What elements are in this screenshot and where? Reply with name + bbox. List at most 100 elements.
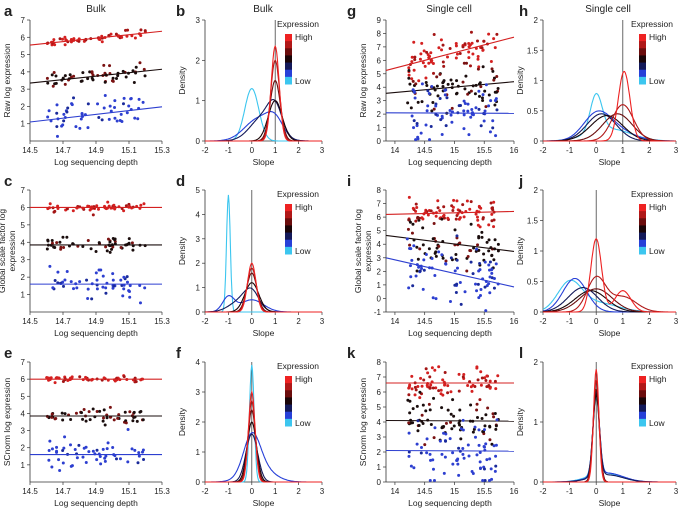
data-point xyxy=(94,250,98,254)
data-point xyxy=(113,99,117,103)
data-point xyxy=(459,437,463,441)
x-tick-label: 15.3 xyxy=(154,317,170,326)
data-point xyxy=(454,252,458,256)
data-point xyxy=(422,268,426,272)
data-point xyxy=(60,411,64,415)
data-point xyxy=(476,55,480,59)
y-tick-label: 4 xyxy=(377,240,382,249)
data-point xyxy=(70,103,74,107)
expression-legend: Expression High Low xyxy=(277,189,319,256)
data-point xyxy=(434,104,438,108)
data-point xyxy=(134,65,138,69)
legend-title: Expression xyxy=(631,189,673,199)
x-tick-label: 16 xyxy=(510,146,519,155)
data-point xyxy=(467,50,471,54)
data-point xyxy=(475,39,479,43)
legend-swatch xyxy=(285,418,292,427)
data-point xyxy=(490,442,494,446)
x-tick-label: -1 xyxy=(225,487,233,496)
data-point xyxy=(72,74,76,78)
data-point xyxy=(449,390,453,394)
y-tick-label: 7 xyxy=(377,43,382,52)
data-point xyxy=(455,458,459,462)
density-curve xyxy=(543,394,676,483)
x-tick-label: 15 xyxy=(450,317,459,326)
x-tick-label: 14.9 xyxy=(88,487,104,496)
data-point xyxy=(410,114,414,118)
y-tick-label: 2 xyxy=(534,16,539,25)
data-point xyxy=(111,286,115,290)
data-point xyxy=(82,407,86,411)
data-point xyxy=(428,408,432,412)
data-point xyxy=(466,384,470,388)
data-point xyxy=(463,290,467,294)
data-point xyxy=(491,126,495,130)
data-point xyxy=(63,35,67,39)
data-point xyxy=(470,389,474,393)
data-point xyxy=(440,406,444,410)
y-tick-label: 5 xyxy=(21,221,26,230)
data-point xyxy=(474,282,478,286)
data-point xyxy=(59,245,63,249)
y-tick-label: 6 xyxy=(377,213,382,222)
data-point xyxy=(446,391,450,395)
data-point xyxy=(111,272,115,276)
x-tick-label: 1 xyxy=(621,317,626,326)
y-axis-label: SCnorm log expression xyxy=(358,378,368,467)
legend-swatch xyxy=(639,41,646,49)
data-point xyxy=(50,241,54,245)
legend-swatch xyxy=(285,404,292,413)
data-point xyxy=(468,249,472,253)
data-point xyxy=(98,454,102,458)
data-point xyxy=(426,89,430,93)
x-tick-label: -2 xyxy=(539,487,547,496)
data-point xyxy=(103,459,107,463)
legend-swatch xyxy=(285,211,292,219)
data-point xyxy=(80,79,84,83)
x-axis-label: Log sequencing depth xyxy=(408,157,492,167)
data-point xyxy=(433,426,437,430)
data-point xyxy=(407,286,411,290)
data-point xyxy=(481,98,485,102)
x-tick-label: 3 xyxy=(320,146,325,155)
x-tick-label: 0 xyxy=(250,317,255,326)
data-point xyxy=(84,375,88,379)
data-point xyxy=(56,204,60,208)
data-point xyxy=(476,218,480,222)
y-tick-label: 3 xyxy=(196,388,201,397)
data-point xyxy=(492,444,496,448)
data-point xyxy=(86,238,90,242)
data-point xyxy=(81,71,85,75)
data-point xyxy=(483,479,487,482)
density-curve xyxy=(205,98,322,142)
legend-swatch xyxy=(639,390,646,398)
data-point xyxy=(52,70,56,74)
data-point xyxy=(488,268,492,272)
data-point xyxy=(55,125,59,129)
data-point xyxy=(431,101,435,105)
y-tick-label: 1 xyxy=(377,124,382,133)
data-point xyxy=(420,41,424,45)
x-tick-label: 2 xyxy=(647,146,652,155)
y-tick-label: 3 xyxy=(21,85,26,94)
y-axis-label: Density xyxy=(515,407,525,436)
chart-panel-l: l -2 -1 0 1 2 3 0 1 2 Slope Density Expression High Lo… xyxy=(515,345,679,508)
data-point xyxy=(461,375,465,379)
legend-high-label: High xyxy=(649,374,667,384)
data-point xyxy=(61,284,65,288)
data-point xyxy=(408,411,412,415)
data-point xyxy=(416,257,420,261)
data-point xyxy=(478,262,482,266)
expression-legend: Expression High Low xyxy=(277,361,319,428)
data-point xyxy=(62,119,66,123)
data-point xyxy=(474,249,478,253)
data-point xyxy=(128,410,132,414)
data-point xyxy=(490,271,494,275)
x-tick-label: 14.7 xyxy=(55,146,71,155)
panel-label: g xyxy=(347,3,356,20)
data-point xyxy=(444,439,448,443)
legend-swatch xyxy=(285,48,292,56)
data-point xyxy=(433,368,437,372)
data-point xyxy=(483,424,487,428)
data-point xyxy=(421,226,425,230)
